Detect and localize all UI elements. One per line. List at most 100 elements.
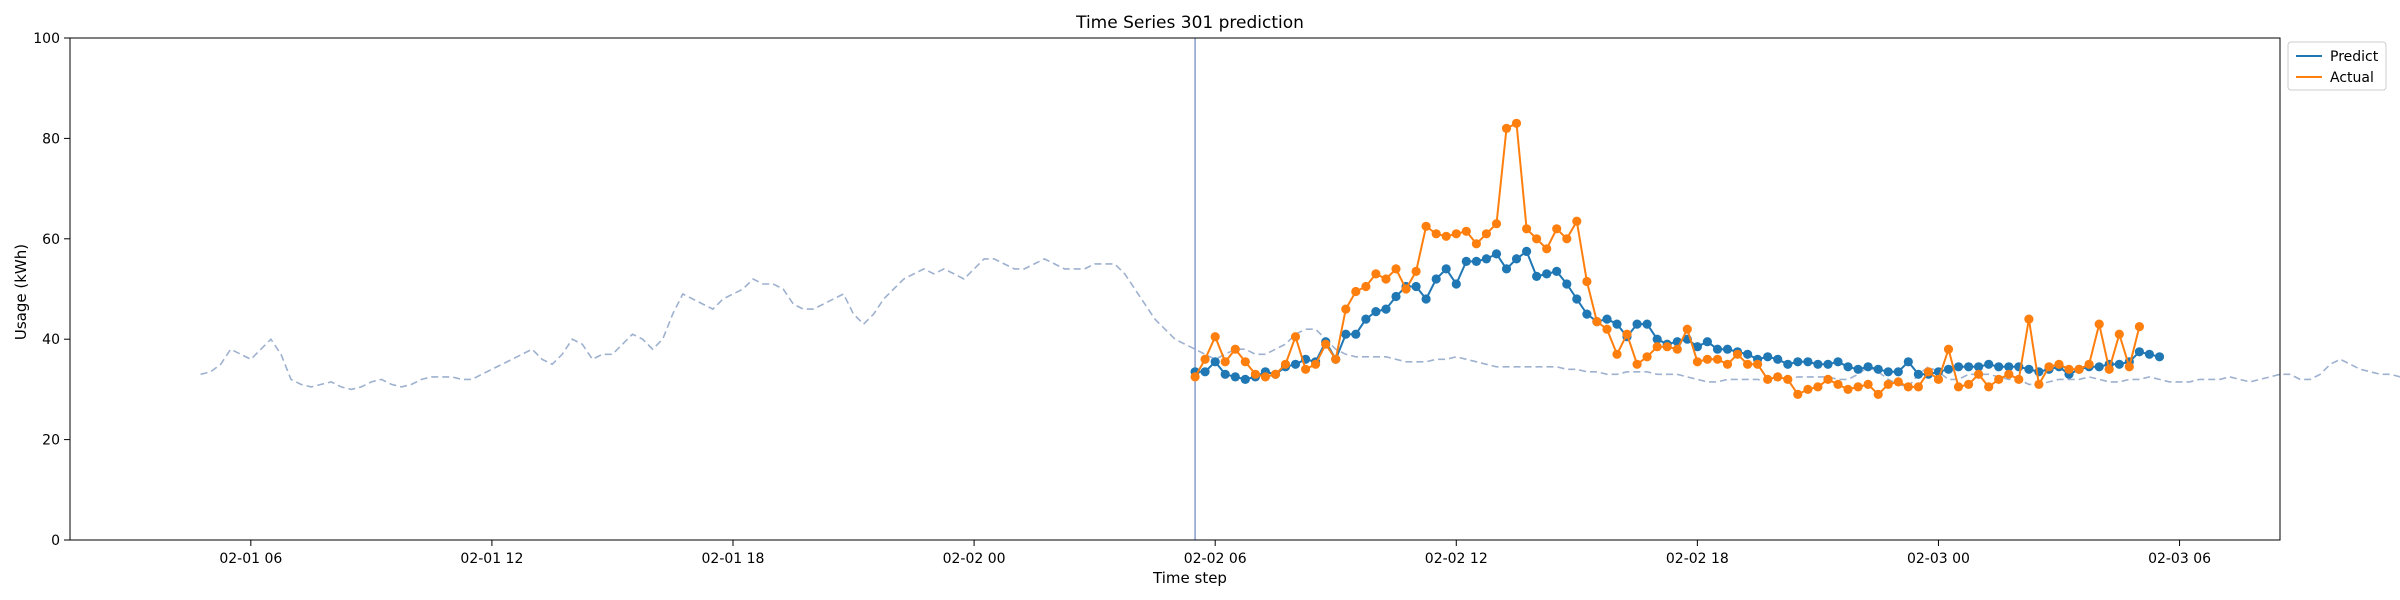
predict-point xyxy=(1893,367,1903,377)
predict-point xyxy=(1441,264,1451,274)
predict-point xyxy=(1290,359,1301,369)
predict-point xyxy=(1230,372,1240,382)
actual-point xyxy=(1311,359,1321,369)
legend-label-predict: Predict xyxy=(2330,49,2379,65)
actual-point xyxy=(2004,369,2014,379)
predict-point xyxy=(2094,362,2104,372)
predict-point xyxy=(1984,359,1994,369)
actual-point xyxy=(1461,226,1471,236)
predict-point xyxy=(1341,329,1351,339)
predict-point xyxy=(1572,294,1582,304)
predict-point xyxy=(2134,347,2144,357)
actual-point xyxy=(1953,382,1964,392)
history-line xyxy=(200,258,2400,391)
actual-point xyxy=(1270,369,1281,379)
actual-point xyxy=(1642,352,1652,362)
predict-point xyxy=(1501,264,1512,274)
actual-point xyxy=(1602,324,1612,334)
predict-point xyxy=(1381,304,1391,314)
predict-point xyxy=(1542,269,1552,279)
predict-point xyxy=(1974,362,1984,372)
actual-point xyxy=(1903,382,1913,392)
predict-point xyxy=(1532,271,1542,281)
predict-point xyxy=(1522,246,1532,256)
actual-point xyxy=(1511,118,1522,128)
actual-point xyxy=(2074,364,2084,374)
actual-point xyxy=(1974,369,1984,379)
y-tick-label: 0 xyxy=(51,533,60,549)
actual-point xyxy=(1371,269,1381,279)
actual-point xyxy=(1933,374,1944,384)
predict-point xyxy=(1853,364,1863,374)
predict-point xyxy=(1773,354,1783,364)
actual-point xyxy=(1200,354,1210,364)
actual-point xyxy=(1622,329,1632,339)
predict-point xyxy=(1371,307,1381,317)
predict-point xyxy=(1652,334,1662,344)
predict-point xyxy=(1481,254,1491,264)
predict-point xyxy=(1391,291,1401,302)
actual-point xyxy=(1682,324,1692,334)
actual-point xyxy=(1873,389,1883,399)
predict-point xyxy=(1813,359,1823,369)
predict-point xyxy=(1953,362,1964,372)
actual-point xyxy=(2124,362,2134,372)
predict-point xyxy=(1883,367,1893,377)
predict-point xyxy=(1943,364,1954,374)
predict-point xyxy=(1361,314,1371,324)
actual-point xyxy=(1301,364,1311,374)
y-tick-label: 60 xyxy=(42,232,60,248)
x-tick-label: 02-01 18 xyxy=(702,551,765,567)
actual-point xyxy=(1843,384,1853,394)
predict-point xyxy=(1843,362,1853,372)
actual-point xyxy=(1431,229,1441,239)
actual-point xyxy=(1562,234,1572,244)
actual-point xyxy=(1582,276,1592,287)
actual-point xyxy=(1692,357,1702,367)
predict-point xyxy=(1712,344,1723,354)
predict-point xyxy=(1994,362,2004,372)
predict-point xyxy=(1873,364,1883,374)
predict-point xyxy=(1783,359,1793,369)
actual-point xyxy=(1913,382,1923,392)
predict-point xyxy=(1200,367,1210,377)
actual-point xyxy=(1743,359,1753,369)
actual-point xyxy=(1451,229,1461,239)
actual-point xyxy=(1481,229,1491,239)
actual-point xyxy=(1893,377,1903,387)
actual-point xyxy=(1712,354,1723,364)
actual-point xyxy=(1260,372,1270,382)
actual-point xyxy=(1672,344,1682,354)
actual-point xyxy=(1552,224,1562,234)
actual-point xyxy=(1763,374,1773,384)
actual-point xyxy=(1230,344,1240,354)
actual-point xyxy=(1401,284,1411,294)
actual-point xyxy=(1220,357,1230,367)
predict-point xyxy=(1451,279,1461,289)
actual-point xyxy=(1240,357,1250,367)
actual-point xyxy=(1290,332,1301,342)
actual-point xyxy=(1803,384,1813,394)
actual-point xyxy=(2014,374,2024,384)
predict-point xyxy=(1411,281,1421,292)
y-axis-label: Usage (kWh) xyxy=(12,244,30,340)
x-axis-label: Time step xyxy=(1152,569,1227,587)
predict-point xyxy=(1913,369,1923,379)
predict-point xyxy=(1431,274,1441,284)
actual-point xyxy=(2114,329,2124,339)
actual-point xyxy=(1994,374,2004,384)
predict-point xyxy=(1461,256,1471,266)
actual-point xyxy=(1210,332,1220,342)
predict-point xyxy=(2004,362,2014,372)
actual-point xyxy=(1833,379,1843,389)
legend: Predict Actual xyxy=(2287,41,2387,91)
actual-point xyxy=(2084,359,2094,369)
actual-point xyxy=(1351,286,1361,297)
x-tick-label: 02-02 06 xyxy=(1184,551,1247,567)
actual-point xyxy=(1853,382,1863,392)
predict-point xyxy=(1803,357,1813,367)
actual-point xyxy=(1471,239,1481,249)
actual-point xyxy=(1331,354,1341,364)
